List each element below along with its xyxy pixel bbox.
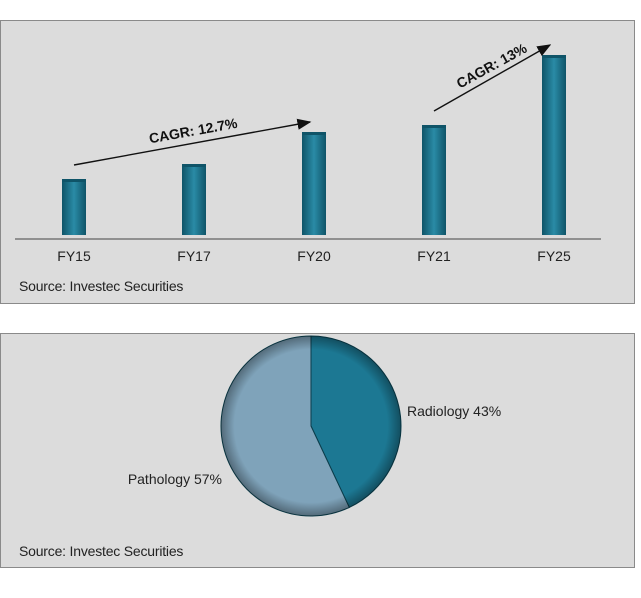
x-tick-label: FY17 — [177, 248, 211, 264]
cagr-label: CAGR: 12.7% — [148, 115, 239, 147]
bar-cap — [422, 125, 446, 128]
bar-chart-panel: FY15 FY17 FY20 FY21 FY25 CAGR: 12.7% CAGR: 13… — [0, 20, 635, 304]
bar-fy15 — [62, 179, 86, 235]
cagr-arrow — [73, 118, 312, 166]
bar-cap — [302, 132, 326, 135]
cagr-label: CAGR: 13% — [454, 40, 530, 92]
bar-fy17 — [182, 164, 206, 235]
pie-chart: Radiology 43% Pathology 57% — [128, 335, 501, 517]
bar-cap — [182, 164, 206, 167]
bar-chart: FY15 FY17 FY20 FY21 FY25 CAGR: 12.7% CAGR: 13… — [15, 40, 601, 264]
bar-cap — [542, 55, 566, 58]
pie-edge-shade — [221, 336, 401, 516]
x-tick-label: FY25 — [537, 248, 571, 264]
pie-chart-panel: Radiology 43% Pathology 57% Source: Inves… — [0, 333, 635, 568]
bar-cap — [62, 179, 86, 182]
bar-fy25 — [542, 55, 566, 235]
bar-fy21 — [422, 125, 446, 235]
source-note: Source: Investec Securities — [19, 543, 184, 559]
pie-label: Pathology 57% — [128, 471, 222, 487]
x-tick-label: FY15 — [57, 248, 91, 264]
x-tick-label: FY21 — [417, 248, 451, 264]
source-note: Source: Investec Securities — [19, 278, 184, 294]
cagr-arrow — [433, 44, 552, 112]
bar-fy20 — [302, 132, 326, 235]
x-tick-label: FY20 — [297, 248, 331, 264]
pie-label: Radiology 43% — [407, 403, 501, 419]
